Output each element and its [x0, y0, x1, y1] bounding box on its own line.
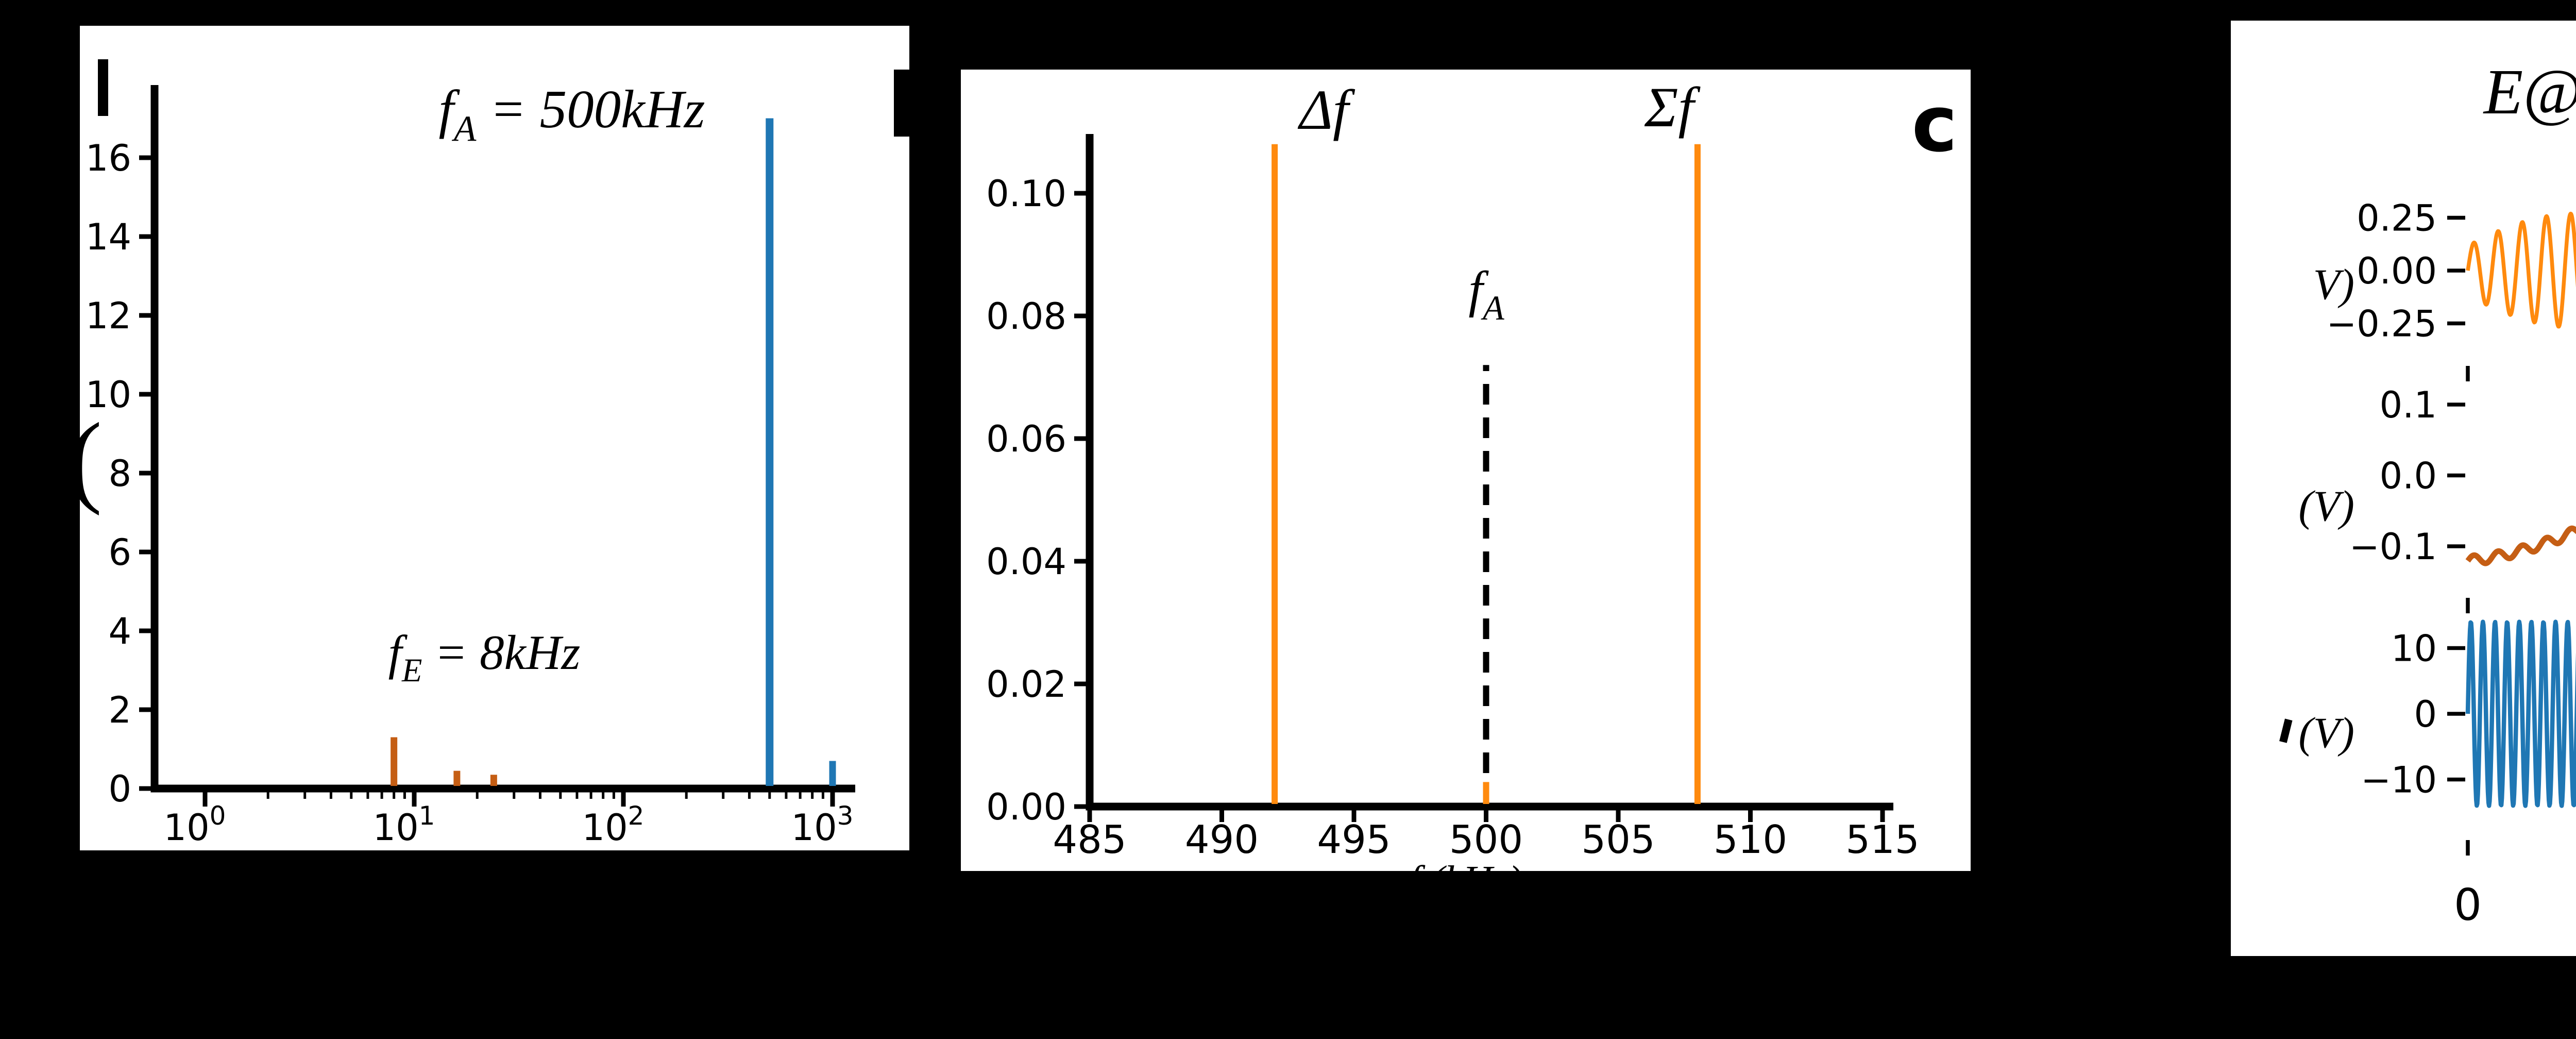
x-tick-label: 495	[1317, 817, 1391, 862]
clipped-panel-letter-top-right	[894, 70, 909, 137]
annotation-delta-f: Δf	[1299, 77, 1348, 144]
waveforms-title: E@8kHz × P@500kHz	[2484, 59, 2576, 131]
y-tick-label-row1: 0.00	[2357, 250, 2437, 292]
y-tick-label-row1: 0.25	[2357, 197, 2437, 240]
clipped-xlabel-f-khz: f (kHz)	[1409, 861, 1522, 871]
fe-value: = 8kHz	[422, 628, 581, 682]
x-tick-label: 505	[1581, 817, 1655, 862]
row3-ylabel: (V)	[2231, 709, 2354, 760]
y-tick-label: 14	[86, 216, 131, 258]
y-tick-label-row3: 10	[2391, 628, 2437, 670]
fa-value: = 500kHz	[476, 78, 705, 141]
y-tick-label: 16	[86, 137, 131, 179]
y-tick-label: 12	[86, 295, 131, 337]
sigma-f-text: Σf	[1645, 75, 1694, 139]
y-tick-label-row2: −0.1	[2349, 526, 2437, 568]
log-spectrum-plot: 0 2 4 6 8 10 12 14 16 100 101 102 103	[86, 85, 855, 849]
y-tick-label-row3: 0	[2414, 693, 2437, 735]
y-tick-label: 0.10	[986, 173, 1066, 215]
clipped-row3-label-fragment	[2279, 718, 2293, 743]
delta-f-text: Δf	[1299, 77, 1349, 142]
annotation-sigma-f: Σf	[1645, 75, 1694, 142]
row2-ylabel: (V)	[2231, 482, 2354, 533]
y-tick-label: 6	[108, 531, 131, 574]
x-tick-label: 101	[373, 801, 435, 849]
y-tick-label: 0	[108, 768, 131, 810]
ylabel-paren: (	[80, 401, 102, 517]
y-tick-label: 4	[108, 610, 131, 652]
fa-subscript: A	[453, 109, 477, 151]
y-tick-label-row2: 0.1	[2380, 384, 2437, 426]
x-tick-label: 102	[582, 801, 645, 849]
y-tick-label: 2	[108, 689, 131, 731]
y-tick-label-row3: −10	[2361, 759, 2437, 801]
fa-subscript: A	[1483, 289, 1504, 327]
y-tick-label-row2: 0.0	[2380, 455, 2437, 497]
waveform-2	[2465, 525, 2576, 566]
row3-ylabel-text: (V)	[2298, 709, 2354, 758]
y-tick-label: 10	[86, 374, 131, 416]
annotation-fa-500khz: fA = 500kHz	[438, 78, 705, 154]
x-tick-label: 515	[1845, 817, 1919, 862]
annotation-fa-marker: fA	[1468, 263, 1504, 330]
y-tick-label-row1: −0.25	[2326, 303, 2437, 345]
xlabel-text: f (kHz)	[1409, 861, 1522, 871]
waveforms-title-text: E@8kHz × P@500kHz	[2483, 59, 2576, 129]
y-tick-label: 0.08	[986, 295, 1066, 338]
row1-ylabel: V)	[2231, 260, 2354, 312]
panel-letter-c-text: c	[1911, 81, 1958, 172]
x-tick-label: 485	[1053, 817, 1126, 862]
waveform-1	[2466, 211, 2576, 329]
panel-linear-spectrum: 0.00 0.02 0.04 0.06 0.08 0.10 485 490 495 500 505 5…	[961, 70, 1971, 871]
x-tick-label: 500	[1449, 817, 1523, 862]
x-tick-label: 0	[2454, 880, 2482, 931]
annotation-fe-8khz: fE = 8kHz	[388, 628, 581, 692]
fe-subscript: E	[402, 650, 422, 689]
panel-letter-c: c	[1912, 81, 1958, 172]
clipped-panel-letter-top-left	[98, 59, 108, 116]
x-tick-label: 510	[1714, 817, 1787, 862]
y-tick-label: 0.02	[986, 663, 1066, 706]
row1-ylabel-text: V)	[2313, 260, 2354, 309]
y-tick-label: 0.04	[986, 541, 1066, 583]
fa-symbol: f	[438, 78, 454, 141]
x-tick-label: 103	[791, 801, 854, 849]
fe-symbol: f	[388, 628, 402, 682]
x-tick-label: 100	[164, 801, 226, 849]
y-tick-label: 0.06	[986, 418, 1066, 460]
clipped-ylabel-fragment: (	[80, 398, 102, 520]
linear-spectrum-plot: 0.00 0.02 0.04 0.06 0.08 0.10 485 490 495 500 505 5…	[986, 134, 1920, 862]
waveform-3	[2465, 619, 2576, 808]
fa-symbol: f	[1468, 263, 1483, 320]
x-tick-label: 490	[1185, 817, 1259, 862]
panel-log-spectrum: 0 2 4 6 8 10 12 14 16 100 101 102 103 fA = 500kHz fE…	[80, 26, 909, 850]
row2-ylabel-text: (V)	[2298, 482, 2354, 531]
y-tick-label: 0.00	[986, 786, 1066, 828]
y-tick-label: 8	[108, 453, 131, 495]
